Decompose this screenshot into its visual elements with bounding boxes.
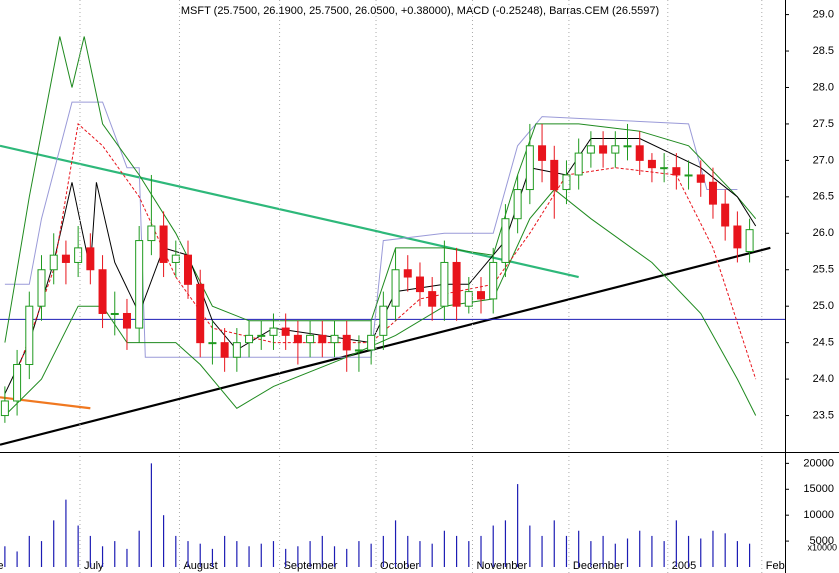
y-tick-label: 23.5 <box>813 409 834 421</box>
candle-body <box>49 254 58 271</box>
candle-body <box>574 152 583 176</box>
candle-body <box>342 334 351 351</box>
candle-body <box>489 261 498 300</box>
y-tick-label: 10000 <box>803 509 834 521</box>
candle-body <box>135 240 144 329</box>
y-tick-label: 27.5 <box>813 118 834 130</box>
unit-label: x10000 <box>807 542 837 552</box>
candle-body <box>86 247 95 271</box>
candle-body <box>611 145 620 154</box>
candle-body <box>61 254 70 263</box>
candle-body <box>733 225 742 249</box>
y-tick-label: 27.0 <box>813 154 834 166</box>
candle-body <box>708 181 717 205</box>
candle-body <box>159 225 168 263</box>
candle-body <box>586 145 595 154</box>
candle-body <box>269 327 278 336</box>
candle-body <box>672 167 681 176</box>
candle-body <box>37 269 46 307</box>
candle-body <box>538 145 547 161</box>
candle-body <box>599 145 608 154</box>
y-tick-label: 5000 <box>810 535 834 547</box>
candle-body <box>220 342 229 358</box>
candle-body <box>501 218 510 263</box>
indicator-line <box>4 101 738 358</box>
candle-body <box>721 203 730 227</box>
candle-body <box>330 334 339 344</box>
candle-body <box>318 334 327 344</box>
candle-body <box>562 174 571 191</box>
candle-body <box>452 261 461 307</box>
candle-body <box>184 254 193 285</box>
candle-body <box>440 261 449 307</box>
candle-body <box>293 334 302 344</box>
plot-area: MSFT (25.7500, 26.1900, 25.7500, 26.0500… <box>0 0 811 573</box>
y-tick-label: 25.5 <box>813 264 834 276</box>
candle-body <box>550 159 559 191</box>
candle-body <box>354 349 363 352</box>
y-tick-label: 15000 <box>803 483 834 495</box>
candle-body <box>122 312 131 329</box>
candle-body <box>147 225 156 242</box>
candle-body <box>696 174 705 183</box>
candle-body <box>13 364 22 402</box>
y-tick-label: 26.0 <box>813 227 834 239</box>
x-tick-label: October <box>380 560 419 572</box>
candle-body <box>306 334 315 344</box>
x-tick-label: July <box>84 560 104 572</box>
candle-body <box>660 167 669 170</box>
y-tick-label: 20000 <box>803 457 834 469</box>
y-tick-label: 28.0 <box>813 81 834 93</box>
y-tick-label: 26.5 <box>813 191 834 203</box>
candle-body <box>257 334 266 337</box>
trend-line <box>0 246 771 446</box>
candle-body <box>74 247 83 263</box>
candle-body <box>403 269 412 278</box>
candle-body <box>196 283 205 344</box>
candle-body <box>367 334 376 351</box>
candle-body <box>428 291 437 307</box>
y-tick-label: 28.5 <box>813 45 834 57</box>
candle-body <box>525 145 534 191</box>
candle-body <box>245 334 254 344</box>
x-tick-label: November <box>476 560 527 572</box>
indicator-line <box>4 36 757 343</box>
candle-body <box>513 189 522 220</box>
candle-body <box>415 276 424 293</box>
y-tick-label: 25.0 <box>813 300 834 312</box>
indicator-line <box>4 188 757 416</box>
trend-line <box>0 144 579 279</box>
candle-body <box>391 269 400 307</box>
candle-body <box>684 174 693 177</box>
candle-body <box>281 327 290 336</box>
x-tick-label: December <box>573 560 624 572</box>
candle-body <box>171 254 180 263</box>
candle-body <box>464 291 473 307</box>
candle-body <box>379 305 388 336</box>
y-tick-label: 24.0 <box>813 373 834 385</box>
x-tick-label: June <box>0 560 3 572</box>
candle-body <box>110 312 119 315</box>
candle-body <box>25 305 34 366</box>
chart-title: MSFT (25.7500, 26.1900, 25.7500, 26.0500… <box>181 5 659 17</box>
x-tick-label: 2005 <box>672 560 696 572</box>
candle-body <box>623 145 632 148</box>
candle-body <box>0 400 9 417</box>
candle-body <box>745 229 754 253</box>
y-tick-label: 29.0 <box>813 8 834 20</box>
candle-body <box>635 145 644 161</box>
candle-body <box>477 291 486 300</box>
candle-body <box>232 342 241 358</box>
candle-body <box>647 159 656 169</box>
indicator-line <box>16 122 757 380</box>
x-tick-label: February <box>766 560 811 572</box>
y-tick-label: 24.5 <box>813 337 834 349</box>
candle-body <box>98 269 107 314</box>
candle-body <box>208 342 217 345</box>
